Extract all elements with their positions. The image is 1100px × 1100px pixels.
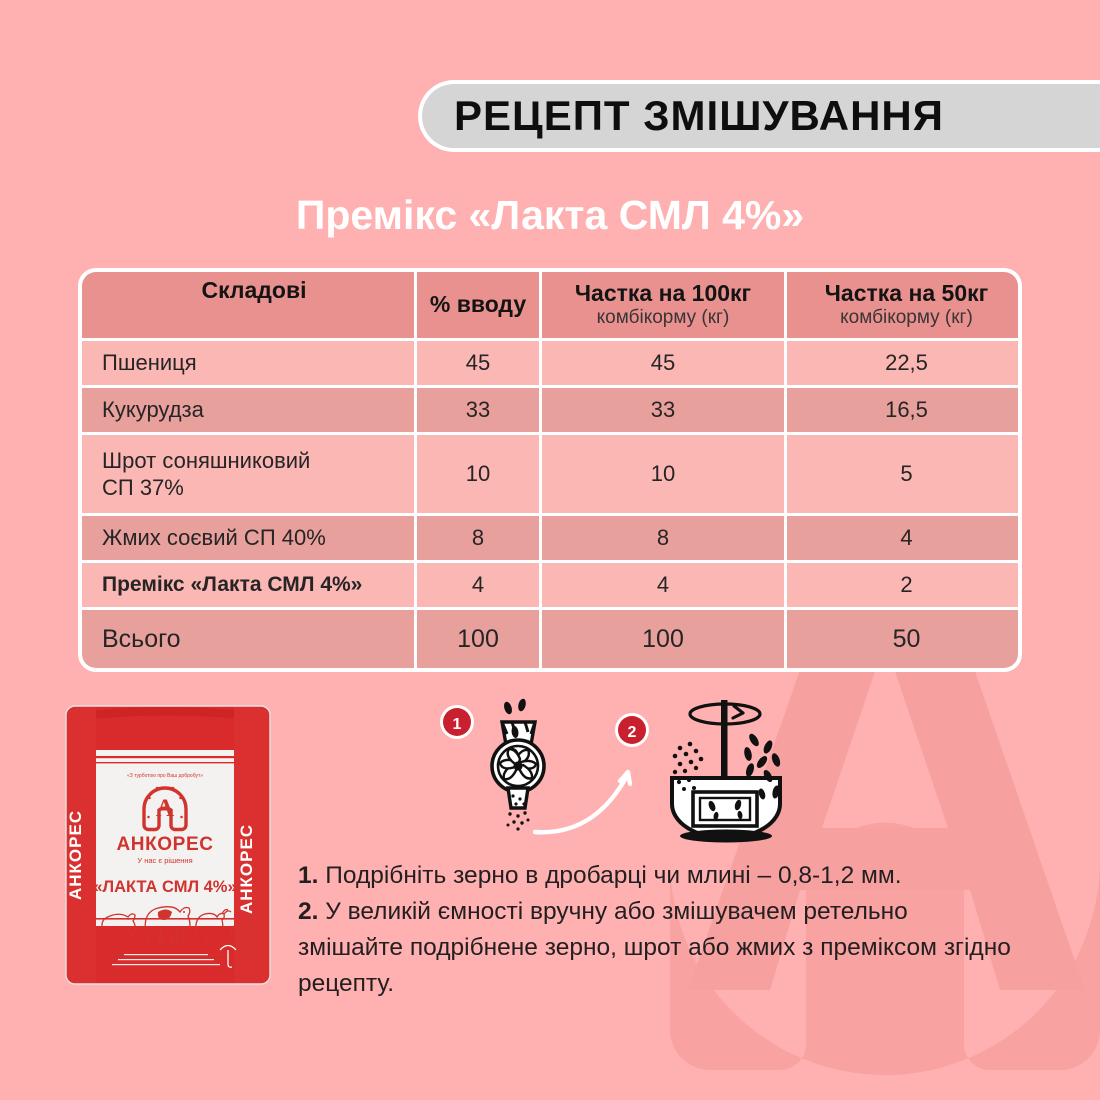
instruction-number: 2. <box>298 898 319 925</box>
page-title: РЕЦЕПТ ЗМІШУВАННЯ <box>454 92 944 139</box>
cell-percent: 8 <box>417 516 539 560</box>
cell-total-percent: 100 <box>417 610 539 668</box>
table-row: Жмих соєвий СП 40% 8 8 4 <box>82 516 1018 560</box>
cell-total-100kg: 100 <box>542 610 784 668</box>
table-header-row: Складові % вводу Частка на 100кг комбіко… <box>82 272 1018 338</box>
cell-ingredient-name: Кукурудза <box>82 388 414 432</box>
table-row: Пшениця 45 45 22,5 <box>82 341 1018 385</box>
cell-per-50kg: 16,5 <box>787 388 1018 432</box>
cell-per-50kg: 22,5 <box>787 341 1018 385</box>
cell-percent: 10 <box>417 435 539 513</box>
step-2-badge: 2 <box>615 713 649 747</box>
page-subtitle: Премікс «Лакта СМЛ 4%» <box>295 192 805 238</box>
table-row: Кукурудза 33 33 16,5 <box>82 388 1018 432</box>
bag-brand-name: АНКОРЕС <box>116 834 213 855</box>
cell-total-50kg: 50 <box>787 610 1018 668</box>
cell-per-100kg: 33 <box>542 388 784 432</box>
recipe-table: Складові % вводу Частка на 100кг комбіко… <box>78 268 1022 672</box>
process-diagram: 1 <box>440 698 782 843</box>
instruction-item: 1. Подрібніть зерно в дробарці чи млині … <box>298 858 1016 894</box>
column-header-percent: % вводу <box>417 272 539 338</box>
table-row: Шрот соняшниковий СП 37% 10 10 5 <box>82 435 1018 513</box>
column-header-per-50kg-label: Частка на 50кг <box>824 280 989 307</box>
column-header-name: Складові <box>82 272 414 338</box>
table-row: Премікс «Лакта СМЛ 4%» 4 4 2 <box>82 563 1018 607</box>
cell-ingredient-name: Премікс «Лакта СМЛ 4%» <box>82 563 414 607</box>
instructions-block: 1. Подрібніть зерно в дробарці чи млині … <box>298 858 1016 1002</box>
bag-product-name: «ЛАКТА СМЛ 4%» <box>93 878 236 896</box>
page-title-banner: РЕЦЕПТ ЗМІШУВАННЯ <box>418 80 1100 152</box>
cell-percent: 45 <box>417 341 539 385</box>
column-header-per-100kg-label: Частка на 100кг <box>574 280 752 307</box>
instruction-text: У великій ємності вручну або змішувачем … <box>298 898 1011 997</box>
cell-total-label: Всього <box>82 610 414 668</box>
cell-ingredient-name: Пшениця <box>82 341 414 385</box>
svg-text:2: 2 <box>628 724 637 741</box>
bag-bottom-print <box>112 954 220 966</box>
bag-tagline: У нас є рішення <box>137 856 192 865</box>
keep-dry-icon <box>219 944 237 968</box>
instruction-item: 2. У великій ємності вручну або змішувач… <box>298 894 1016 1002</box>
cell-percent: 33 <box>417 388 539 432</box>
column-header-per-100kg: Частка на 100кг комбікорму (кг) <box>542 272 784 338</box>
instruction-number: 1. <box>298 862 319 889</box>
table-row-total: Всього 100 100 50 <box>82 610 1018 668</box>
mixer-bowl-icon <box>670 700 782 843</box>
cell-per-50kg: 2 <box>787 563 1018 607</box>
cell-ingredient-name: Шрот соняшниковий СП 37% <box>82 435 414 513</box>
column-header-per-100kg-sub: комбікорму (кг) <box>596 307 730 329</box>
cell-per-100kg: 10 <box>542 435 784 513</box>
cell-per-100kg: 4 <box>542 563 784 607</box>
product-bag-image: АНКОРЕС АНКОРЕС «З турботою про Ваш добр… <box>65 705 271 985</box>
curved-arrow-icon <box>532 769 633 835</box>
cell-ingredient-name: Жмих соєвий СП 40% <box>82 516 414 560</box>
cell-percent: 4 <box>417 563 539 607</box>
bag-slogan: «З турботою про Ваш добробут» <box>127 773 203 779</box>
svg-text:1: 1 <box>453 716 462 733</box>
column-header-percent-label: % вводу <box>429 291 527 318</box>
instruction-text: Подрібніть зерно в дробарці чи млині – 0… <box>318 862 902 889</box>
cell-per-100kg: 45 <box>542 341 784 385</box>
grain-mill-icon <box>490 698 546 831</box>
column-header-per-50kg-sub: комбікорму (кг) <box>840 307 973 329</box>
cell-per-100kg: 8 <box>542 516 784 560</box>
horseshoe-logo-icon: А <box>142 786 188 832</box>
cell-per-50kg: 4 <box>787 516 1018 560</box>
bag-side-text: АНКОРЕС <box>237 824 256 914</box>
column-header-name-label: Складові <box>201 277 307 303</box>
svg-text:А: А <box>156 795 174 822</box>
cell-per-50kg: 5 <box>787 435 1018 513</box>
step-1-badge: 1 <box>440 705 474 739</box>
bag-side-text: АНКОРЕС <box>66 810 85 900</box>
farm-animals-illustration <box>101 906 254 947</box>
column-header-per-50kg: Частка на 50кг комбікорму (кг) <box>787 272 1018 338</box>
